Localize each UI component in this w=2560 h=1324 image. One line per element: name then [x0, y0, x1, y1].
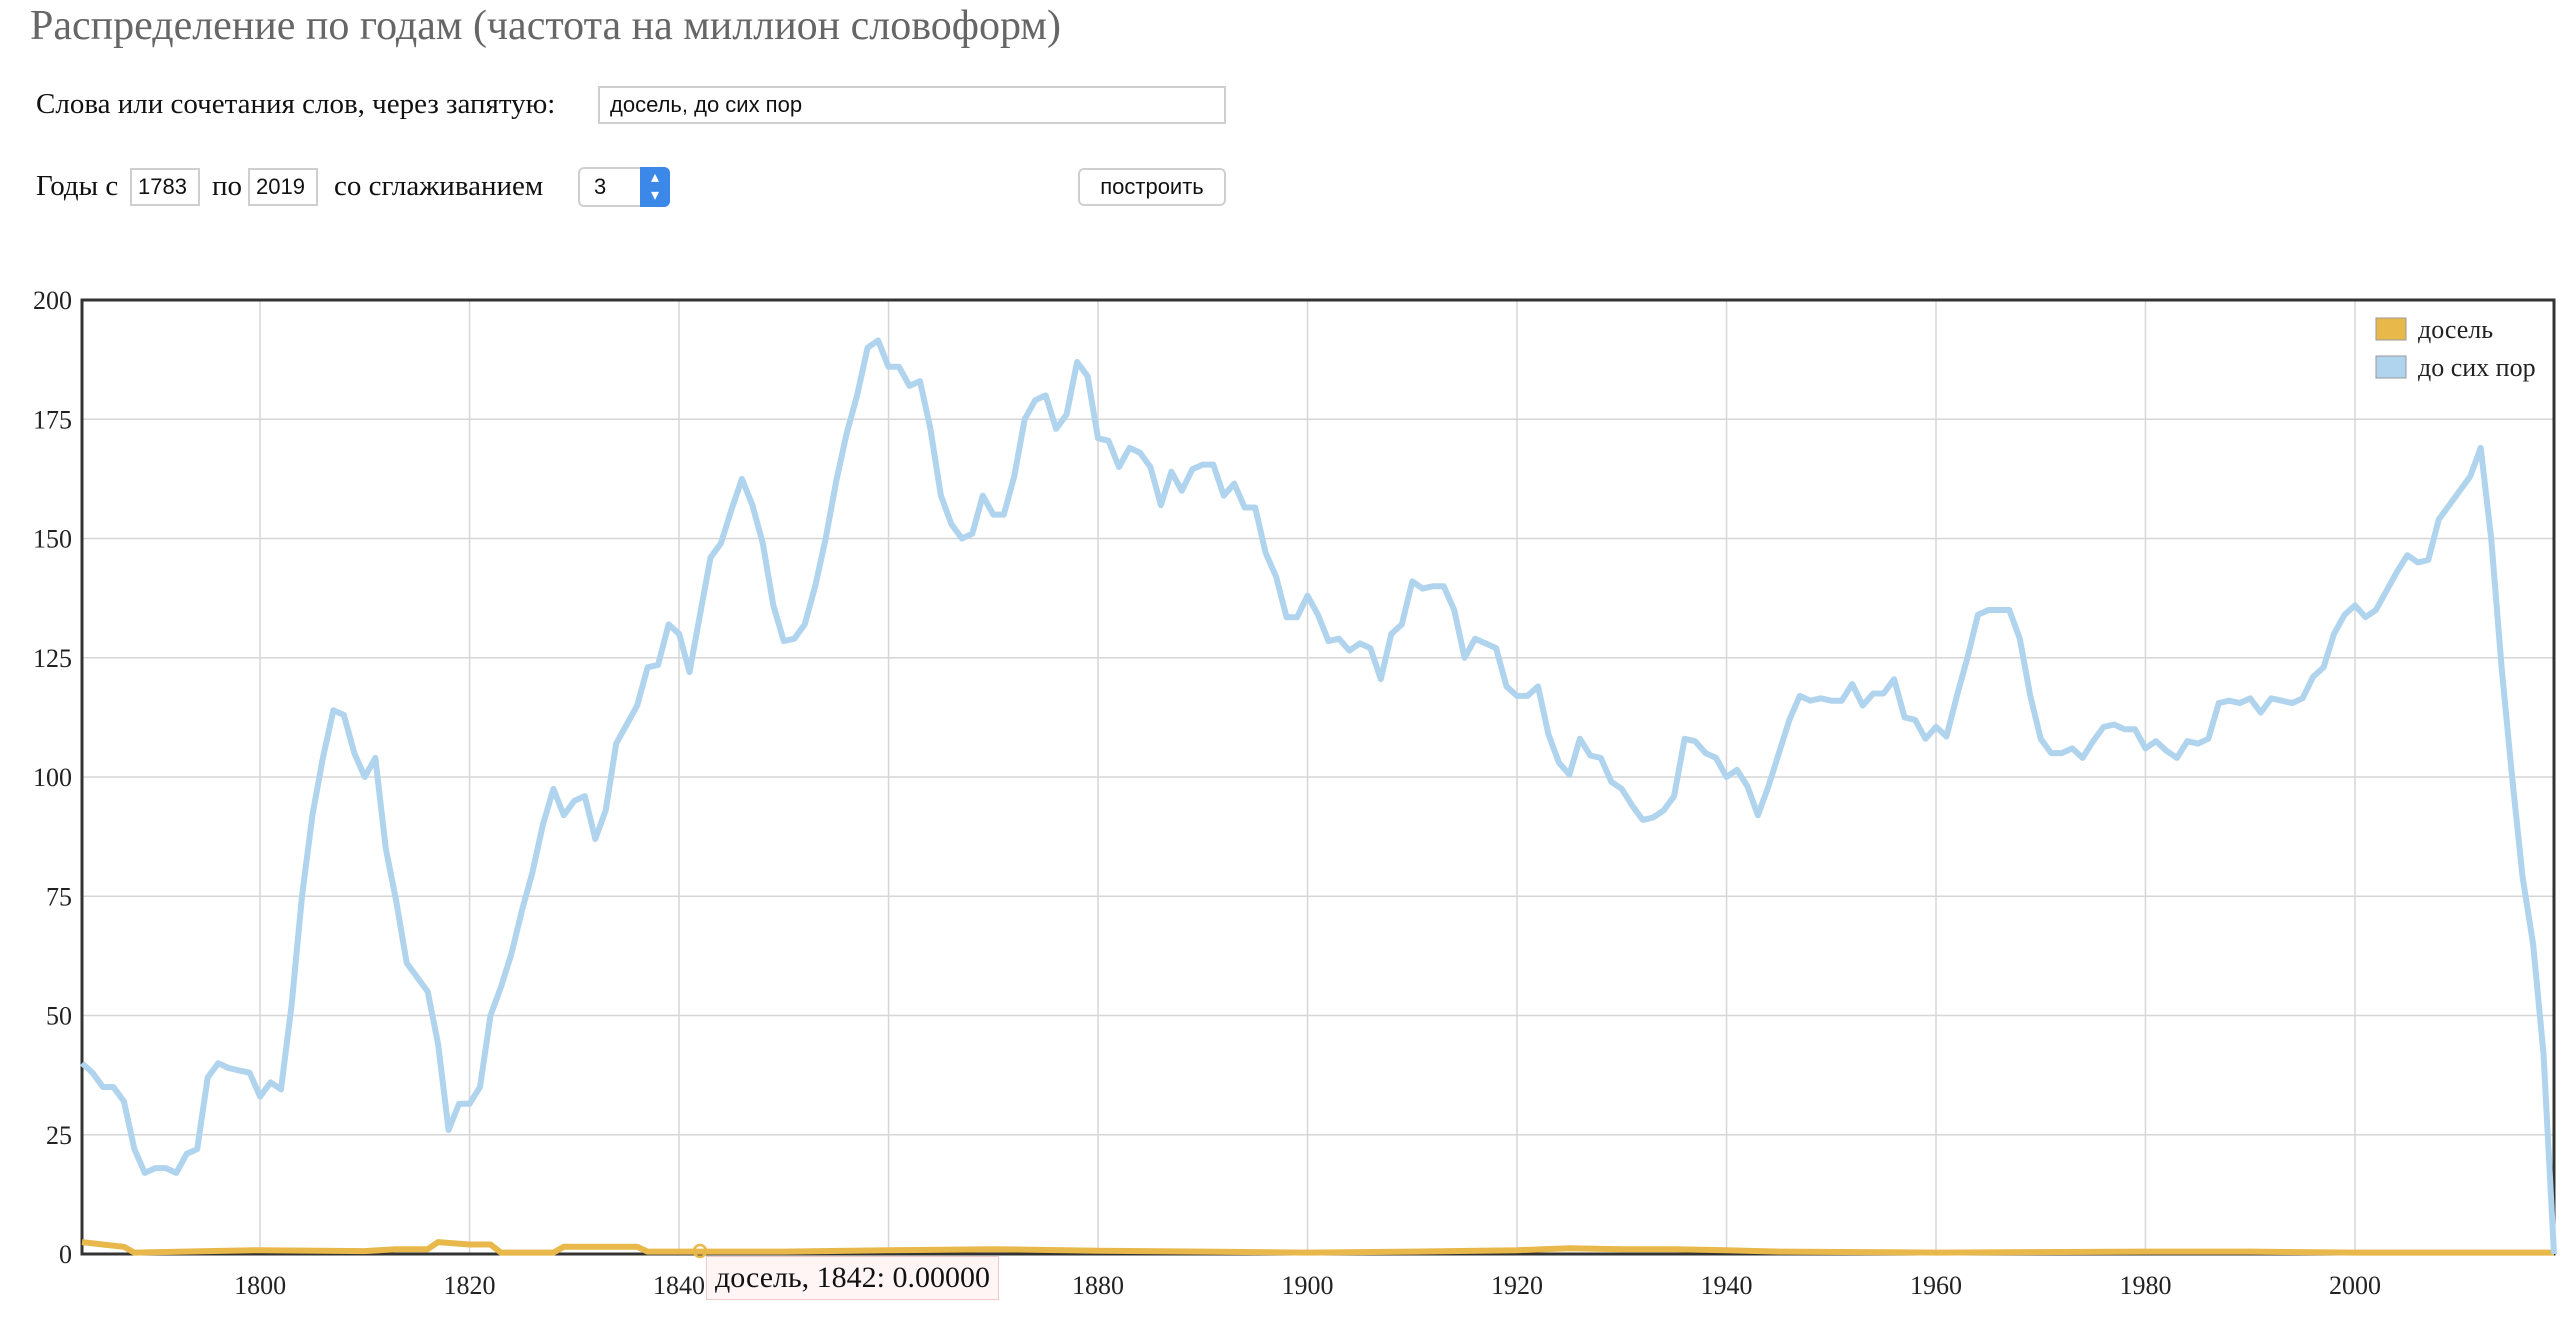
y-tick-label: 150 — [33, 525, 72, 554]
smoothing-select[interactable]: 3 ▴ ▾ — [578, 167, 670, 207]
x-tick-label: 1820 — [444, 1271, 496, 1300]
y-tick-label: 25 — [46, 1121, 72, 1150]
chart-tooltip: досель, 1842: 0.00000 — [706, 1256, 999, 1300]
x-tick-label: 1940 — [1701, 1271, 1753, 1300]
y-tick-label: 200 — [33, 286, 72, 315]
y-tick-label: 125 — [33, 644, 72, 673]
build-button[interactable]: построить — [1078, 168, 1226, 206]
x-tick-label: 1800 — [234, 1271, 286, 1300]
highlight-point — [692, 1243, 708, 1259]
legend-swatch — [2375, 355, 2407, 379]
x-tick-label: 2000 — [2329, 1271, 2381, 1300]
words-input[interactable]: досель, до сих пор — [598, 86, 1226, 124]
legend-swatch — [2375, 317, 2407, 341]
y-tick-label: 175 — [33, 405, 72, 434]
series-line — [79, 337, 2557, 1255]
select-arrows-icon: ▴ ▾ — [640, 167, 670, 207]
x-tick-label: 1840 — [653, 1271, 705, 1300]
words-label: Слова или сочетания слов, через запятую: — [36, 88, 556, 120]
y-tick-label: 0 — [59, 1240, 72, 1269]
series-line — [81, 1239, 2554, 1256]
x-tick-label: 1980 — [2119, 1271, 2171, 1300]
y-tick-label: 100 — [33, 763, 72, 792]
legend-label: до сих пор — [2418, 353, 2536, 382]
x-tick-label: 1920 — [1491, 1271, 1543, 1300]
smoothing-label: со сглаживанием — [334, 170, 544, 202]
legend-label: досель — [2418, 315, 2493, 344]
year-to-input[interactable]: 2019 — [248, 168, 318, 206]
x-tick-label: 1900 — [1282, 1271, 1334, 1300]
year-from-input[interactable]: 1783 — [130, 168, 200, 206]
x-tick-label: 1960 — [1910, 1271, 1962, 1300]
y-tick-label: 75 — [46, 882, 72, 911]
line-chart: 0255075100125150175200180018201840186018… — [33, 286, 2557, 1300]
y-tick-label: 50 — [46, 1002, 72, 1031]
years-to-label: по — [212, 170, 243, 202]
x-tick-label: 1880 — [1072, 1271, 1124, 1300]
years-from-label: Годы с — [36, 170, 119, 202]
smoothing-value: 3 — [594, 174, 607, 199]
page-title: Распределение по годам (частота на милли… — [30, 3, 1061, 49]
